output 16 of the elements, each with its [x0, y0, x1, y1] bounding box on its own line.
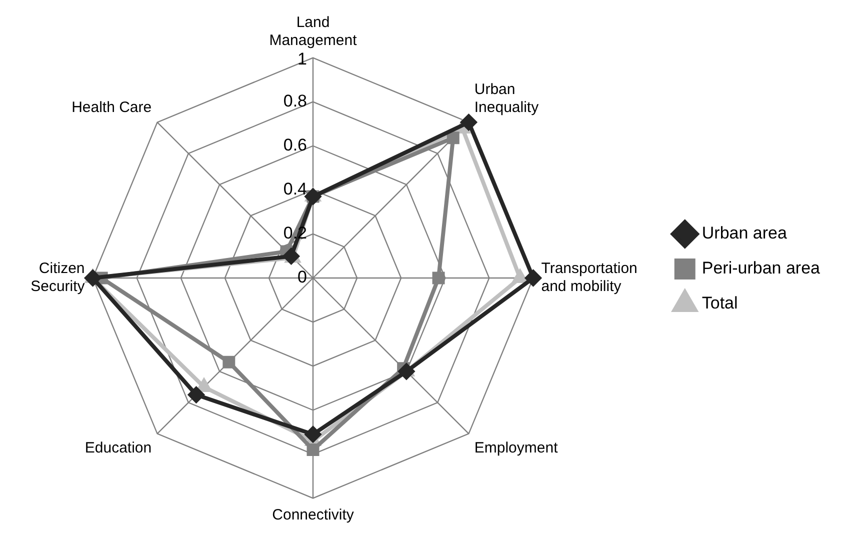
- spoke-label: Connectivity: [272, 506, 354, 524]
- legend-label: Total: [702, 294, 738, 313]
- spoke-label: Citizen Security: [30, 260, 86, 296]
- y-tick-label: 0: [298, 268, 307, 287]
- legend-label: Urban area: [702, 224, 788, 243]
- spoke-label: Employment: [474, 440, 559, 457]
- spoke-label: Transportation and mobility: [541, 260, 638, 296]
- y-tick-label: 1: [298, 49, 307, 68]
- legend-label: Peri-urban area: [702, 258, 821, 278]
- spoke-label: Health Care: [72, 98, 152, 116]
- spoke-label: Land Management: [269, 14, 358, 49]
- spoke-label: Urban Inequality: [474, 80, 540, 116]
- y-tick-label: 0.4: [283, 180, 307, 199]
- spoke-label: Education: [84, 440, 152, 457]
- y-tick-label: 0.8: [283, 92, 307, 111]
- y-tick-label: 0.6: [283, 136, 307, 155]
